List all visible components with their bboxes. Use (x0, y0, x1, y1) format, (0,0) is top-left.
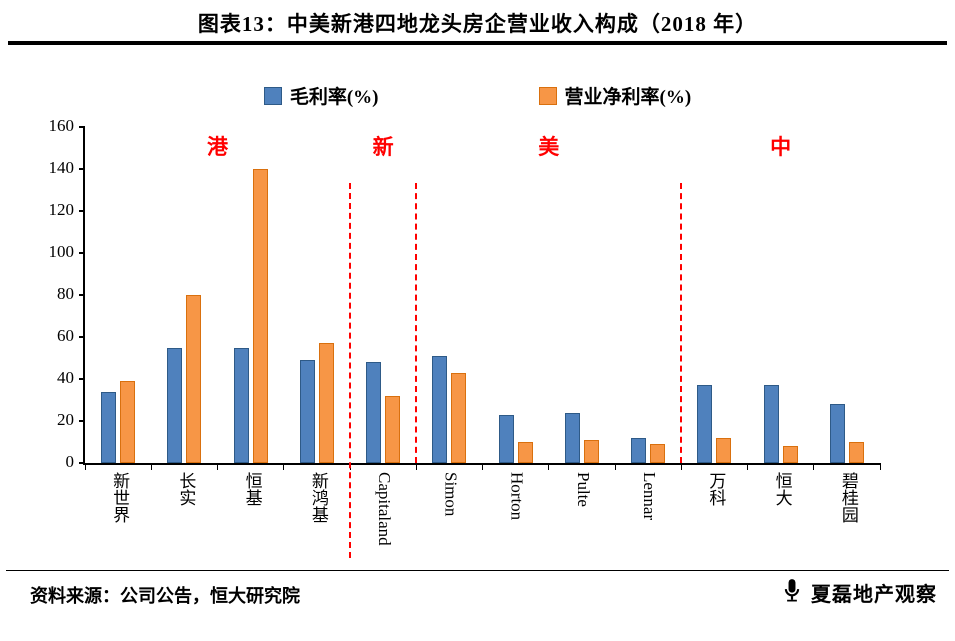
legend-swatch-blue (263, 86, 282, 105)
bar-gross-margin (763, 385, 779, 463)
y-axis-tick (79, 462, 85, 464)
y-axis-line (83, 127, 85, 465)
x-axis-tick (482, 463, 484, 470)
x-axis-label: 新世界 (110, 472, 130, 523)
y-axis-tick (79, 294, 85, 296)
y-axis-label: 100 (48, 242, 75, 261)
x-axis-label: 碧桂园 (838, 472, 858, 523)
legend-label-net-margin: 营业净利率(%) (564, 87, 692, 108)
footer-divider (6, 570, 949, 571)
x-axis-label: 恒基 (242, 472, 262, 506)
bar-net-margin (120, 381, 136, 463)
y-axis-label: 0 (65, 452, 75, 471)
legend-item-gross-margin: 毛利率(%) (263, 82, 379, 109)
region-label: 港 (207, 135, 229, 159)
x-axis-label: Capitaland (375, 472, 395, 546)
bar-net-margin (782, 446, 798, 463)
bar-net-margin (451, 372, 467, 463)
region-divider (680, 183, 683, 463)
y-axis-label: 160 (48, 116, 75, 135)
bar-net-margin (583, 439, 599, 463)
x-axis-tick (879, 463, 881, 470)
y-axis-tick (79, 336, 85, 338)
brand-logo: 夏磊地产观察 (779, 577, 937, 608)
y-axis-tick (79, 126, 85, 128)
bar-gross-margin (829, 404, 845, 463)
x-axis-label: 恒大 (772, 472, 792, 506)
x-axis-tick (84, 463, 86, 470)
y-axis-label: 20 (57, 410, 74, 429)
bar-net-margin (716, 437, 732, 463)
bar-gross-margin (697, 385, 713, 463)
bar-gross-margin (299, 360, 315, 463)
x-axis-label: 万科 (706, 472, 726, 506)
y-axis-label: 60 (57, 326, 74, 345)
microphone-icon (779, 577, 805, 608)
y-axis-tick (79, 378, 85, 380)
source-note: 资料来源：公司公告，恒大研究院 (30, 586, 300, 606)
chart-title: 图表13：中美新港四地龙头房企营业收入构成（2018 年） (197, 12, 758, 36)
y-axis-label: 40 (57, 368, 74, 387)
y-axis-label: 120 (48, 200, 75, 219)
x-axis-tick (548, 463, 550, 470)
bar-net-margin (650, 444, 666, 463)
bar-chart: 0 20 40 60 80 100 120 140 160 新世界 长实 恒基 新鸿基 Capitalan… (48, 116, 881, 558)
x-axis-tick (813, 463, 815, 470)
bar-gross-margin (498, 414, 514, 463)
x-axis-label: Pulte (573, 472, 593, 507)
y-axis-label: 80 (57, 284, 74, 303)
x-axis-label: 新鸿基 (308, 472, 328, 523)
region-label: 中 (770, 135, 792, 159)
region-divider (348, 183, 351, 558)
bar-gross-margin (631, 437, 647, 463)
region-label: 新 (372, 135, 394, 159)
y-axis-tick (79, 252, 85, 254)
y-axis-label: 140 (48, 158, 75, 177)
region-divider (415, 183, 418, 463)
x-axis-tick (415, 463, 417, 470)
bar-gross-margin (564, 412, 580, 463)
bar-gross-margin (233, 347, 249, 463)
bar-gross-margin (101, 391, 117, 463)
bar-gross-margin (366, 362, 382, 463)
x-axis-tick (283, 463, 285, 470)
bar-net-margin (517, 442, 533, 463)
bar-net-margin (848, 442, 864, 463)
brand-name: 夏磊地产观察 (811, 584, 937, 606)
bar-net-margin (186, 295, 202, 463)
bar-gross-margin (167, 347, 183, 463)
bar-net-margin (252, 169, 268, 463)
legend-label-gross-margin: 毛利率(%) (289, 87, 379, 108)
x-axis-label: Lennar (640, 472, 660, 521)
x-axis-tick (614, 463, 616, 470)
title-divider (8, 41, 947, 45)
bar-net-margin (318, 343, 334, 463)
bar-gross-margin (432, 355, 448, 463)
region-label: 美 (538, 135, 560, 159)
x-axis-tick (217, 463, 219, 470)
x-axis-line (83, 463, 880, 465)
y-axis-tick (79, 210, 85, 212)
bar-net-margin (385, 395, 401, 463)
legend-item-net-margin: 营业净利率(%) (538, 82, 692, 109)
x-axis-label: 长实 (176, 472, 196, 506)
legend: 毛利率(%) 营业净利率(%) (0, 82, 955, 109)
y-axis-tick (79, 420, 85, 422)
y-axis-tick (79, 168, 85, 170)
x-axis-label: Simon (441, 472, 461, 517)
legend-swatch-orange (538, 86, 557, 105)
x-axis-tick (747, 463, 749, 470)
x-axis-tick (150, 463, 152, 470)
x-axis-tick (680, 463, 682, 470)
x-axis-label: Horton (507, 472, 527, 521)
